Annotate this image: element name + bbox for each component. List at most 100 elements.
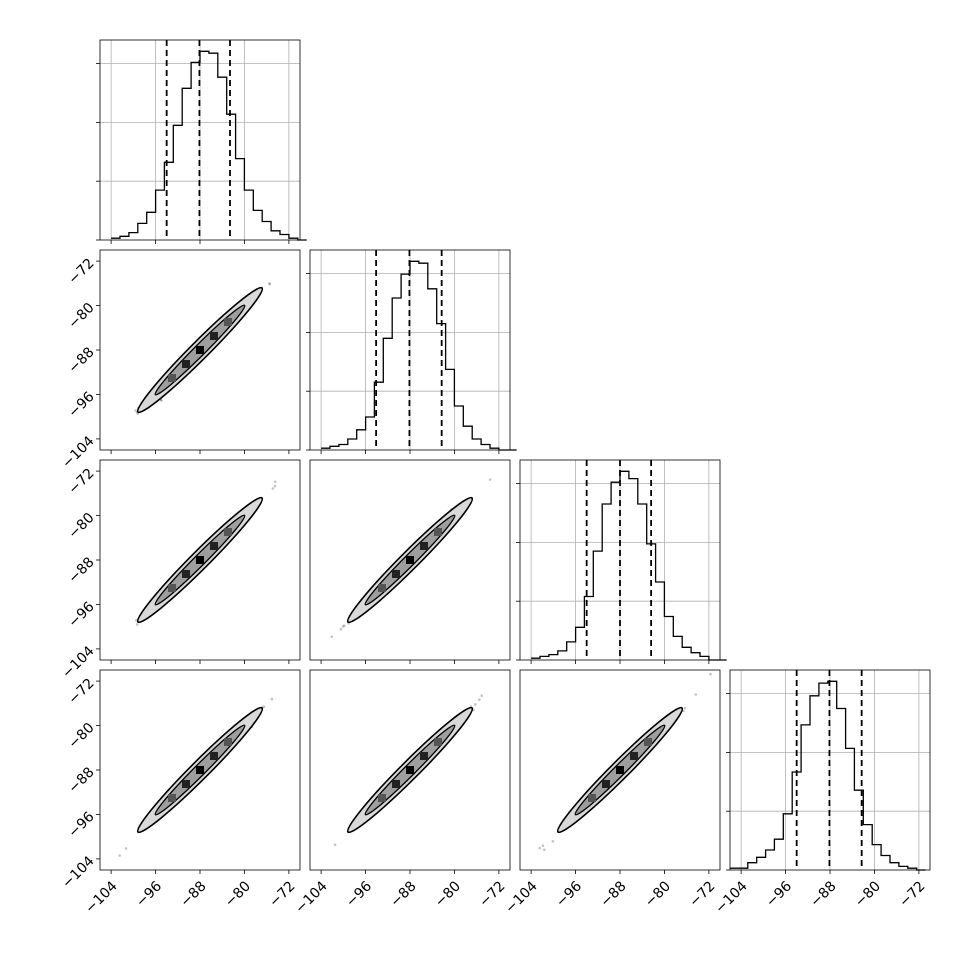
density-core (406, 766, 414, 774)
density-core (224, 528, 232, 536)
density-core (378, 794, 386, 802)
density-core (378, 584, 386, 592)
scatter-point (268, 282, 272, 286)
scatter-point (339, 627, 343, 631)
x-tick-label: −104 (292, 878, 331, 917)
x-tick-label: −96 (133, 878, 165, 910)
x-tick-label: −96 (553, 878, 585, 910)
density-core (210, 332, 218, 340)
x-tick-label: −104 (712, 878, 751, 917)
density-core (210, 752, 218, 760)
histogram-step (531, 470, 727, 661)
x-tick-label: −104 (502, 878, 541, 917)
density-core (588, 794, 596, 802)
x-tick-label: −96 (763, 878, 795, 910)
joint-panel-0-2 (96, 459, 301, 664)
x-tick-label: −80 (432, 878, 464, 910)
scatter-point (136, 412, 140, 416)
scatter-point (683, 706, 687, 710)
x-tick-label: −88 (597, 878, 629, 910)
density-core (182, 570, 190, 578)
y-tick-label: −96 (65, 809, 97, 841)
density-core (420, 752, 428, 760)
histogram-step (321, 260, 517, 451)
scatter-point (273, 480, 277, 484)
y-tick-label: −72 (65, 255, 97, 287)
scatter-point (488, 478, 492, 481)
scatter-point (273, 484, 277, 488)
histogram-panel-3 (726, 669, 931, 874)
density-core (182, 360, 190, 368)
scatter-point (124, 847, 128, 850)
scatter-point (694, 693, 698, 696)
scatter-point (333, 843, 337, 847)
histogram-step (730, 680, 926, 871)
x-tick-label: −72 (896, 878, 928, 910)
y-tick-label: −80 (65, 720, 97, 752)
x-tick-label: −88 (387, 878, 419, 910)
joint-panel-2-3 (519, 669, 721, 874)
x-tick-label: −96 (343, 878, 375, 910)
joint-plot-area (330, 478, 492, 638)
joint-plot-area (135, 480, 277, 626)
x-tick-label: −88 (807, 878, 839, 910)
joint-plot-area (118, 697, 274, 857)
histogram-panel-1 (306, 249, 517, 454)
density-core (168, 374, 176, 382)
density-core (392, 570, 400, 578)
joint-panel-0-1 (96, 249, 301, 454)
y-tick-label: −96 (65, 389, 97, 421)
scatter-point (341, 625, 345, 628)
density-core (434, 528, 442, 536)
joint-plot-area (100, 282, 272, 450)
joint-plot-area (538, 672, 712, 852)
density-core (434, 738, 442, 746)
y-tick-label: −80 (65, 300, 97, 332)
density-core (602, 780, 610, 788)
scatter-point (474, 703, 477, 706)
scatter-point (270, 697, 274, 701)
y-tick-label: −96 (65, 599, 97, 631)
density-core (168, 794, 176, 802)
joint-plot-area (333, 694, 484, 847)
scatter-point (134, 409, 137, 412)
x-tick-label: −88 (177, 878, 209, 910)
y-tick-label: −88 (65, 554, 97, 586)
joint-panel-1-3 (309, 669, 511, 874)
y-tick-label: −104 (59, 853, 98, 892)
density-core (168, 584, 176, 592)
x-tick-label: −104 (82, 878, 121, 917)
scatter-point (478, 698, 481, 701)
y-tick-label: −80 (65, 510, 97, 542)
histogram-step (111, 50, 307, 241)
scatter-point (343, 624, 346, 627)
scatter-point (541, 844, 545, 847)
scatter-point (118, 854, 121, 857)
scatter-point (709, 672, 712, 676)
density-core (406, 556, 414, 564)
y-tick-label: −88 (65, 344, 97, 376)
scatter-point (538, 846, 542, 850)
scatter-point (135, 623, 139, 626)
y-tick-label: −104 (59, 643, 98, 682)
scatter-point (271, 487, 275, 490)
density-core (616, 766, 624, 774)
density-core (196, 556, 204, 564)
scatter-point (330, 635, 334, 638)
density-core (224, 738, 232, 746)
density-core (420, 542, 428, 550)
density-core (224, 318, 232, 326)
y-tick-label: −88 (65, 764, 97, 796)
joint-panel-0-3 (96, 669, 301, 874)
scatter-point (543, 848, 546, 852)
scatter-point (551, 840, 555, 843)
x-tick-label: −80 (642, 878, 674, 910)
scatter-point (480, 694, 484, 697)
histogram-panel-2 (516, 459, 727, 664)
x-tick-label: −80 (852, 878, 884, 910)
density-core (630, 752, 638, 760)
scatter-point (262, 705, 266, 708)
density-core (196, 766, 204, 774)
density-core (182, 780, 190, 788)
